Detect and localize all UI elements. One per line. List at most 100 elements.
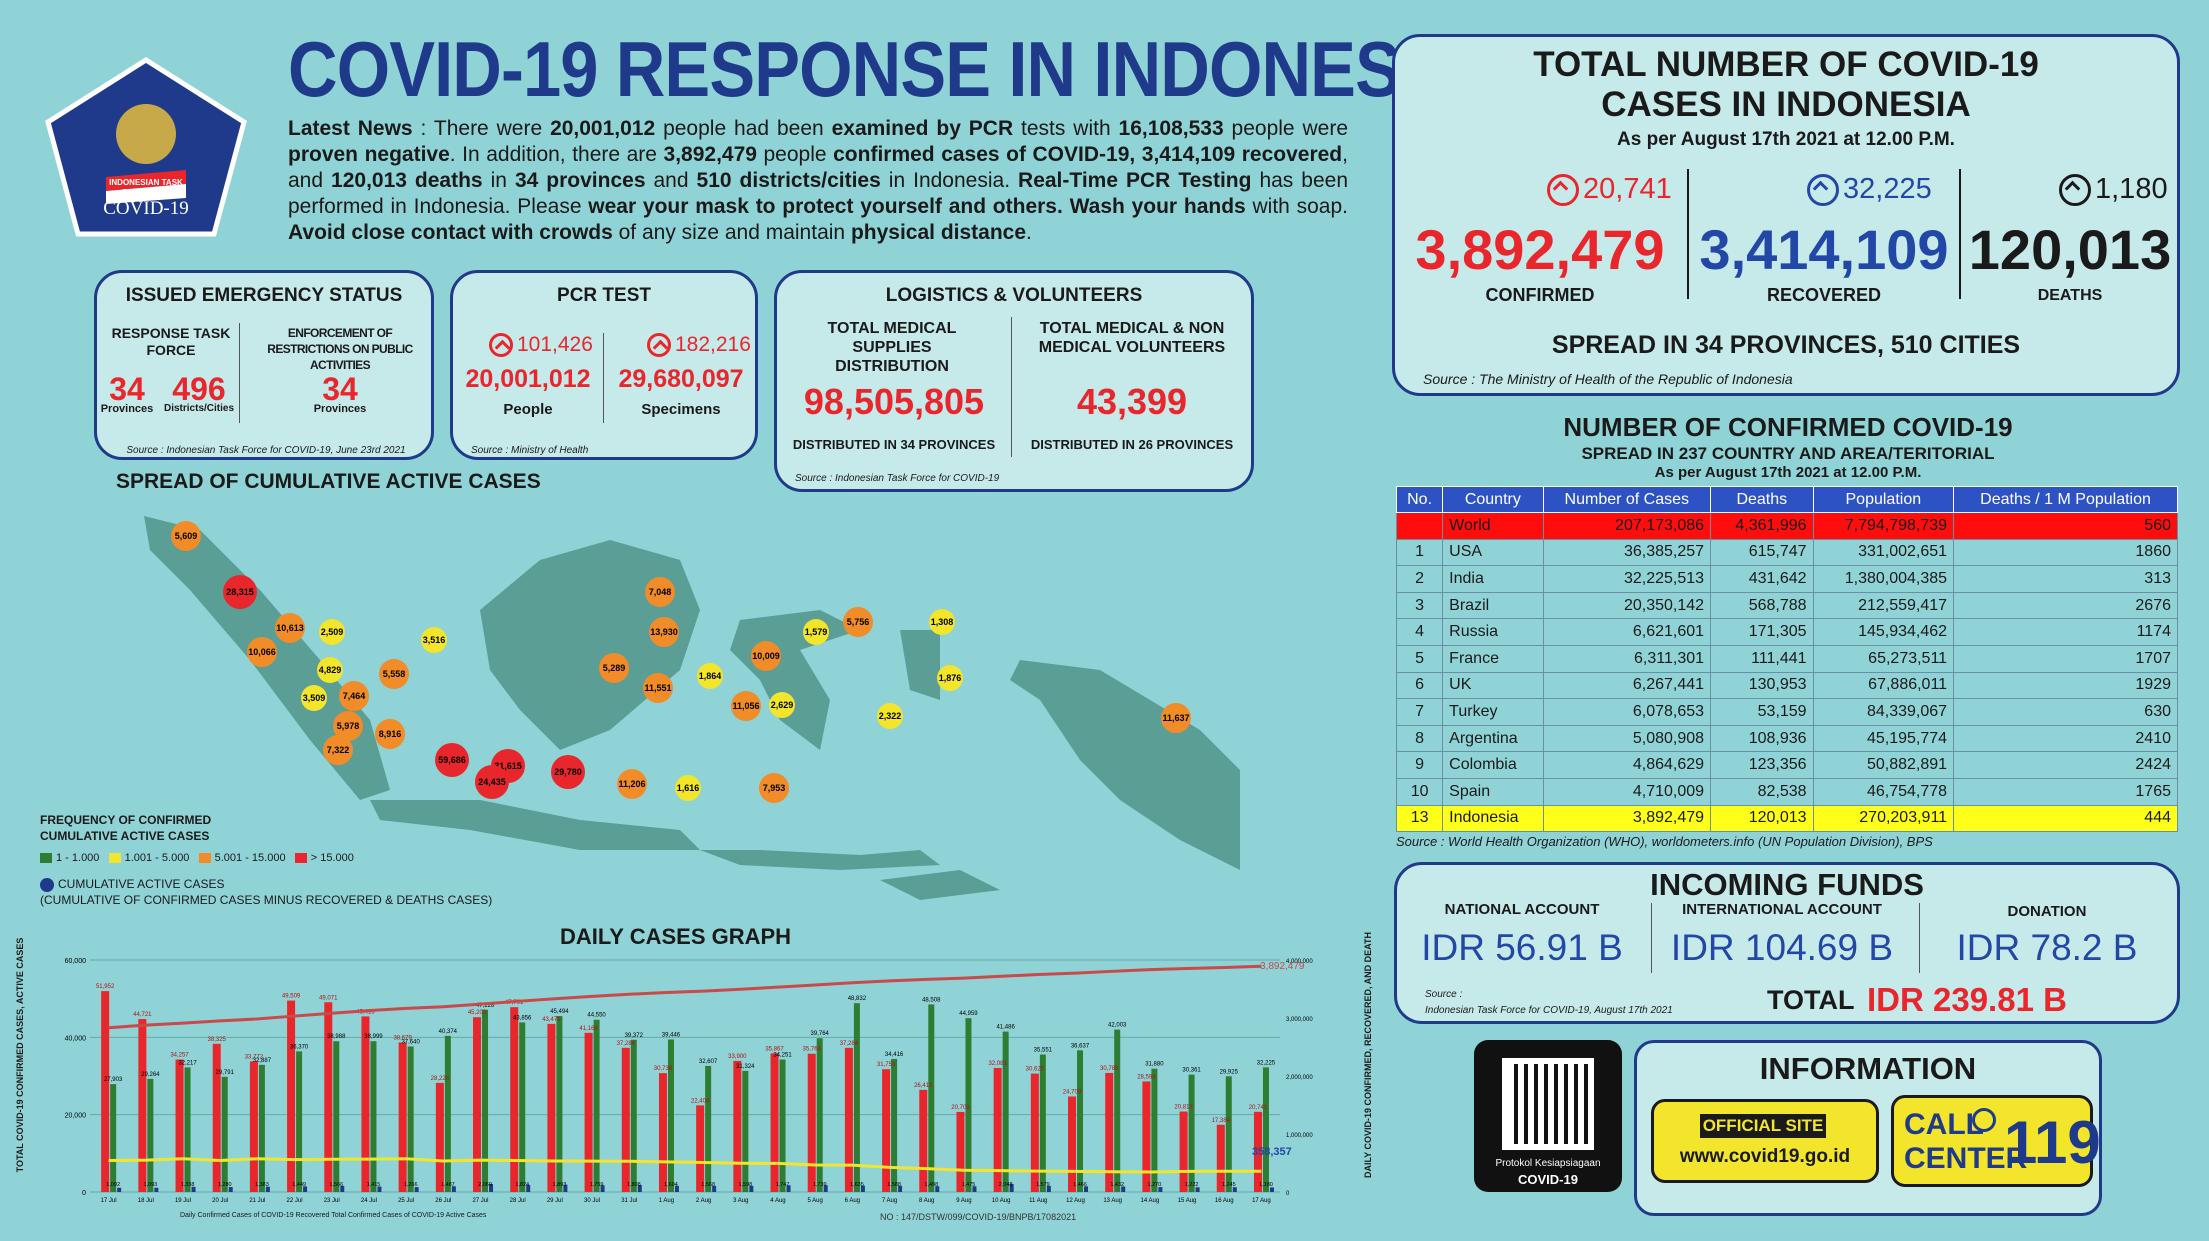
chart-footer-note: NO : 147/DSTW/099/COVID-19/BNPB/17082021 <box>880 1212 1077 1222</box>
map-bubble <box>379 659 409 689</box>
map-bubble-label: 10,066 <box>248 647 276 657</box>
x-tick: 7 Aug <box>882 1198 897 1204</box>
table-cell: 120,013 <box>1710 804 1814 833</box>
bar-deaths <box>1009 1184 1014 1192</box>
label-total: 3,892,479 <box>1260 961 1305 972</box>
data-label-deaths: 1,466 <box>1073 1182 1087 1188</box>
legend-title2: CUMULATIVE ACTIVE CASES <box>40 829 210 843</box>
bar-confirmed <box>361 1016 370 1192</box>
data-label-recovered: 32,607 <box>699 1059 718 1065</box>
logo-line1: INDONESIAN TASK <box>109 178 183 187</box>
map-bubble-label: 1,616 <box>677 783 700 793</box>
y-tick-right: 1,000,000 <box>1286 1133 1313 1139</box>
map-bubble-label: 3,509 <box>303 693 326 703</box>
bar-deaths <box>154 1187 159 1192</box>
x-tick: 22 Jul <box>287 1198 303 1204</box>
bar-deaths <box>117 1187 122 1192</box>
map-bubble-label: 11,637 <box>1162 713 1189 723</box>
bar-recovered <box>965 1018 972 1192</box>
increase-arrow-icon <box>647 333 671 358</box>
bar-confirmed <box>956 1111 965 1192</box>
funds-h1: NATIONAL ACCOUNT <box>1444 901 1600 918</box>
table-cell: 2 <box>1395 565 1444 593</box>
y-tick-right: 3,000,000 <box>1286 1017 1313 1023</box>
data-label-confirmed: 51,952 <box>96 984 115 990</box>
pcr-specimens-label: Specimens <box>641 401 721 418</box>
qr-card[interactable]: Protokol Kesiapsiagaan COVID-19 <box>1474 1040 1622 1192</box>
logistics-source: Source : Indonesian Task Force for COVID… <box>795 473 1000 484</box>
data-label-recovered: 34,416 <box>885 1052 904 1058</box>
table-row: 1 USA 36,385,257 615,747 331,002,651 1860 <box>1395 538 2178 567</box>
increase-arrow-icon <box>489 333 513 358</box>
data-label-deaths: 1,270 <box>1148 1182 1162 1188</box>
funds-total-label: TOTAL <box>1767 985 1855 1015</box>
totals-title2: CASES IN INDONESIA <box>1601 85 1971 124</box>
bar-deaths <box>1232 1187 1237 1192</box>
x-tick: 9 Aug <box>956 1198 971 1204</box>
world-table-header: No. Country Number of Cases Deaths Populatio… <box>1395 486 2178 513</box>
data-label-confirmed: 20,813 <box>1174 1105 1193 1111</box>
bar-confirmed <box>993 1067 1002 1192</box>
map-bubble <box>649 617 679 647</box>
information-panel: INFORMATION OFFICIAL SITE www.covid19.go… <box>1634 1040 2102 1216</box>
table-cell: 82,538 <box>1710 777 1814 806</box>
data-label-recovered: 40,374 <box>439 1029 458 1035</box>
data-label-deaths: 1,739 <box>813 1182 827 1188</box>
increase-arrow-icon <box>1547 174 1579 207</box>
official-site-button[interactable]: OFFICIAL SITE www.covid19.go.id <box>1651 1099 1879 1183</box>
data-label-recovered: 32,887 <box>253 1058 272 1064</box>
task-force-logo: INDONESIAN TASK FORCE FOR COVID-19 <box>36 52 256 242</box>
data-label-confirmed: 20,741 <box>1249 1105 1268 1111</box>
table-row: 13 Indonesia 3,892,479 120,013 270,203,911 44… <box>1395 804 2178 833</box>
bar-confirmed <box>287 1000 296 1192</box>
bar-recovered <box>221 1076 228 1192</box>
bar-deaths <box>674 1185 679 1192</box>
map-bubble-label: 3,516 <box>423 635 446 645</box>
data-label-confirmed: 38,679 <box>393 1035 412 1041</box>
bar-recovered <box>1077 1050 1084 1192</box>
call-center-button[interactable]: CALL CENTER 119 <box>1891 1095 2101 1187</box>
data-label-recovered: 41,486 <box>996 1025 1015 1031</box>
bar-recovered <box>444 1035 451 1192</box>
map-bubble <box>731 691 761 721</box>
bar-confirmed <box>1105 1072 1114 1192</box>
bar-confirmed <box>919 1089 928 1192</box>
map-bubble <box>319 619 345 645</box>
table-cell: France <box>1442 644 1544 673</box>
table-cell: 6,621,601 <box>1542 618 1712 646</box>
bar-deaths <box>563 1184 568 1192</box>
bar-recovered <box>1262 1067 1269 1192</box>
increase-arrow-icon <box>2059 174 2091 207</box>
chart-ylabel-left: TOTAL COVID-19 CONFIRMED CASES, ACTIVE C… <box>15 937 25 1173</box>
table-cell: 560 <box>1953 512 2178 540</box>
data-label-deaths: 1,808 <box>627 1182 641 1188</box>
bar-recovered <box>593 1019 600 1192</box>
data-label-recovered: 36,637 <box>1071 1043 1090 1049</box>
world-table: No. Country Number of Cases Deaths Populatio… <box>1395 486 2178 833</box>
map-bubble <box>171 521 201 551</box>
logistics-title: LOGISTICS & VOLUNTEERS <box>885 285 1143 306</box>
bar-confirmed <box>138 1019 147 1192</box>
data-label-confirmed: 49,509 <box>282 994 301 1000</box>
map-bubble <box>333 711 363 741</box>
funds-v2: IDR 104.69 B <box>1670 927 1894 968</box>
official-site-url[interactable]: www.covid19.go.id <box>1679 1146 1851 1167</box>
table-cell <box>1395 512 1444 540</box>
bar-recovered <box>184 1067 191 1192</box>
totals-deaths-label: DEATHS <box>2037 287 2103 304</box>
data-label-confirmed: 38,325 <box>208 1037 227 1043</box>
data-label-confirmed: 28,228 <box>431 1076 450 1082</box>
table-cell: 4 <box>1395 618 1444 646</box>
map-bubble-label: 5,756 <box>847 617 870 627</box>
data-label-deaths: 1,747 <box>776 1182 790 1188</box>
emergency-v1: 34 <box>109 371 145 407</box>
bar-deaths <box>303 1186 308 1192</box>
table-cell: 212,559,417 <box>1812 591 1955 620</box>
world-table-header-cell: Deaths <box>1710 486 1814 513</box>
totals-inc-recovered: 32,225 <box>1807 173 1932 207</box>
data-label-recovered: 48,832 <box>848 996 867 1002</box>
map-bubble-label: 2,322 <box>879 711 902 721</box>
table-row: 4 Russia 6,621,601 171,305 145,934,462 1174 <box>1395 618 2178 646</box>
data-label-recovered: 42,003 <box>1108 1023 1127 1029</box>
map-bubble <box>223 575 257 609</box>
